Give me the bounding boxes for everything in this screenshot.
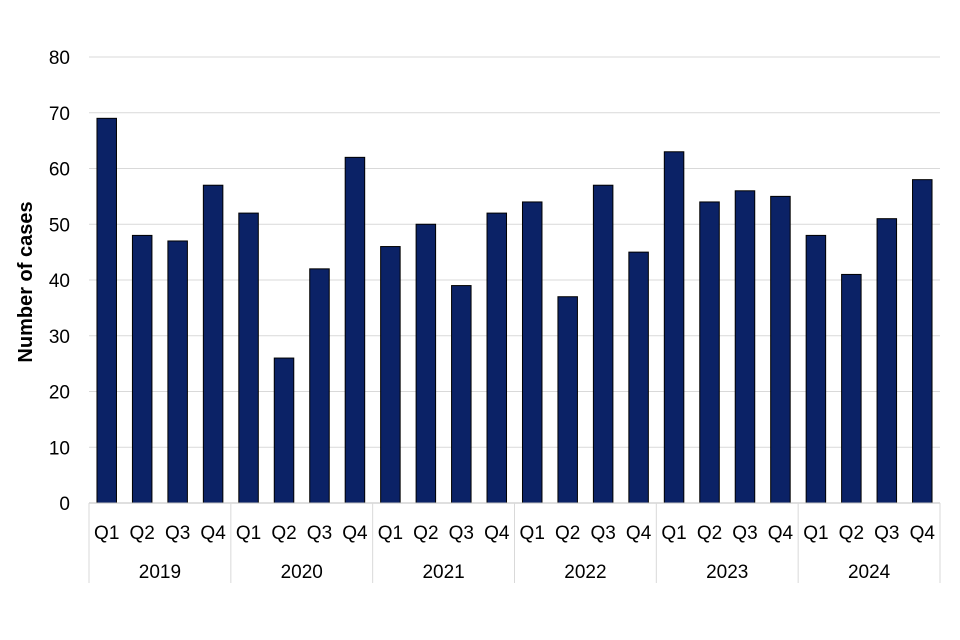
- bar: [592, 184, 614, 504]
- x-tick-label: Q2: [839, 523, 864, 544]
- bar: [841, 273, 862, 504]
- bar: [663, 151, 685, 504]
- y-tick-label: 40: [49, 271, 70, 292]
- x-tick-label: Q2: [697, 523, 722, 544]
- bar: [557, 296, 578, 504]
- bar: [734, 190, 756, 504]
- x-tick-label: Q1: [803, 523, 828, 544]
- x-tick-label: Q3: [449, 523, 474, 544]
- bar: [238, 212, 259, 504]
- bar: [96, 117, 117, 504]
- x-tick-label: Q4: [484, 523, 510, 544]
- x-tick-label: Q2: [555, 523, 580, 544]
- x-tick-label: Q1: [236, 523, 261, 544]
- bars: [96, 117, 933, 504]
- x-tick-label: Q1: [520, 523, 545, 544]
- x-tick-label: Q4: [626, 523, 652, 544]
- bar: [699, 201, 720, 504]
- x-group-label: 2021: [422, 562, 464, 583]
- y-tick-label: 50: [49, 215, 70, 236]
- y-tick-label: 70: [49, 104, 70, 125]
- y-tick-label: 30: [49, 327, 70, 348]
- bar: [131, 234, 153, 504]
- bar: [628, 251, 649, 504]
- x-tick-label: Q4: [768, 523, 794, 544]
- x-group-label: 2020: [281, 562, 323, 583]
- x-tick-label: Q3: [307, 523, 332, 544]
- x-tick-label: Q1: [661, 523, 686, 544]
- x-tick-label: Q2: [413, 523, 438, 544]
- bar: [770, 195, 791, 504]
- bar: [521, 201, 543, 504]
- bar: [912, 179, 933, 504]
- y-axis-label: Number of cases: [15, 201, 37, 362]
- y-tick-label: 0: [59, 494, 70, 515]
- x-tick-label: Q4: [200, 523, 226, 544]
- y-axis-ticks: 0 10 20 30 40 50 60 70 80: [49, 48, 70, 515]
- bar: [486, 212, 508, 504]
- y-tick-label: 20: [49, 383, 70, 404]
- x-axis: Q1 Q2 Q3 Q4 2019 Q1 Q2 Q3 Q4 2020 Q1 Q2 Q3 Q4 2021 Q1 Q2…: [88, 502, 941, 583]
- bar: [273, 357, 295, 504]
- x-tick-label: Q3: [732, 523, 757, 544]
- x-tick-label: Q4: [342, 523, 368, 544]
- x-group-label: 2019: [139, 562, 181, 583]
- x-tick-label: Q2: [271, 523, 296, 544]
- x-tick-label: Q3: [165, 523, 190, 544]
- x-tick-label: Q3: [590, 523, 615, 544]
- x-group-label: 2024: [848, 562, 891, 583]
- bar: [805, 234, 827, 504]
- bar: [380, 246, 401, 504]
- x-tick-label: Q1: [378, 523, 403, 544]
- y-tick-label: 10: [49, 438, 70, 459]
- x-tick-label: Q2: [130, 523, 155, 544]
- bar: [309, 268, 330, 504]
- y-tick-label: 80: [49, 48, 70, 69]
- bar: [415, 223, 437, 504]
- bar: [344, 156, 366, 504]
- x-group-label: 2023: [706, 562, 748, 583]
- x-group-label: 2022: [564, 562, 606, 583]
- y-tick-label: 60: [49, 160, 70, 181]
- bar: [167, 240, 188, 504]
- x-tick-label: Q3: [874, 523, 899, 544]
- x-tick-label: Q1: [94, 523, 119, 544]
- x-tick-label: Q4: [910, 523, 936, 544]
- gridlines: [89, 56, 940, 448]
- bar: [451, 285, 472, 504]
- bar: [202, 184, 224, 504]
- bar: [876, 218, 898, 504]
